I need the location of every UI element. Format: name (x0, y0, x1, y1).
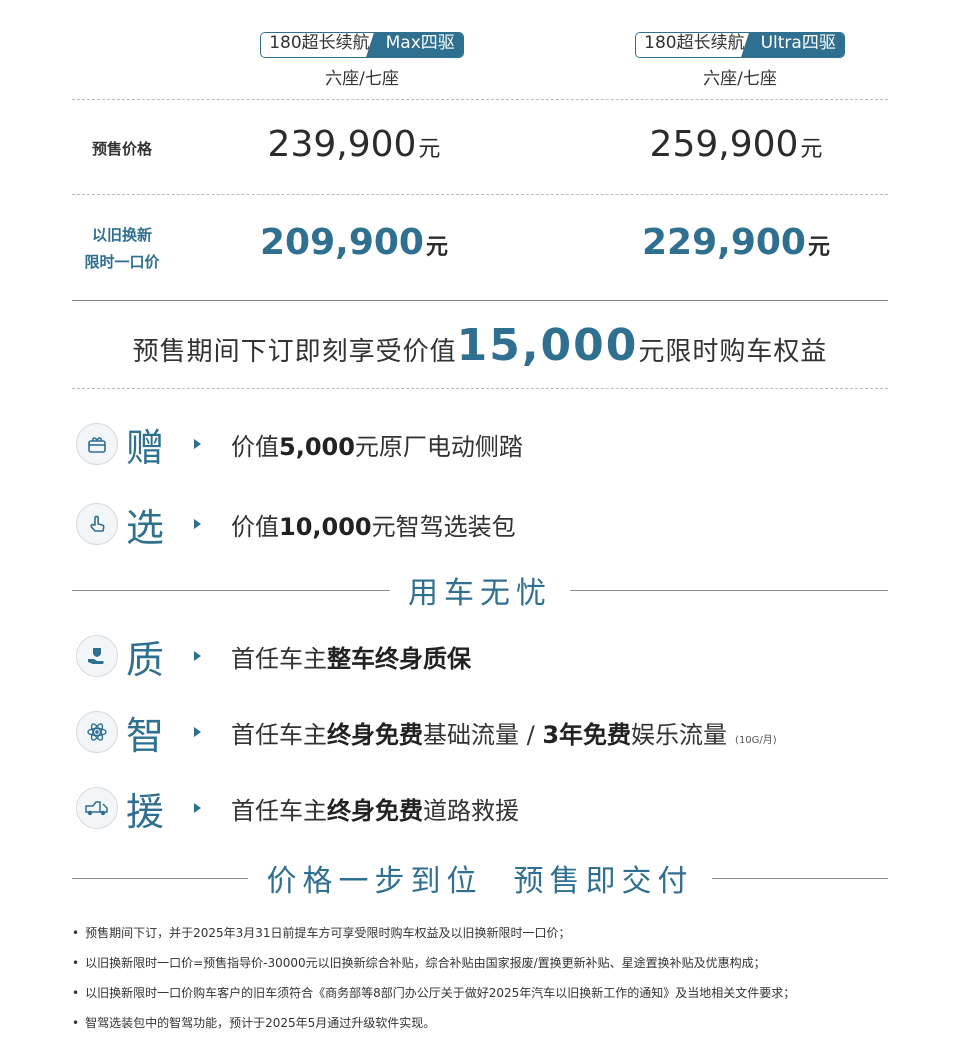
benefit-gift: 赠 价值5,000元原厂电动侧踏 (76, 422, 523, 470)
bullet-triangle-icon (194, 439, 201, 449)
benefit-char: 赠 (126, 425, 165, 470)
touch-hand-icon (76, 503, 118, 545)
range-label: 180超长续航 (261, 33, 376, 57)
benefit-quality: 质 首任车主整车终身质保 (76, 634, 471, 682)
divider (72, 388, 888, 389)
benefit-char: 援 (126, 789, 165, 834)
footnote: 智驾选装包中的智驾功能，预计于2025年5月通过升级软件实现。 (72, 1012, 902, 1042)
tradein-price-label: 以旧换新 限时一口价 (84, 226, 160, 271)
benefit-smart: 智 首任车主终身免费基础流量 / 3年免费娱乐流量 (10G/月) (76, 710, 777, 758)
footnote: 以旧换新限时一口价购车客户的旧车须符合《商务部等8部门办公厅关于做好2025年汽… (72, 982, 902, 1012)
trim-label: Max四驱 (385, 33, 455, 53)
column-header-max: 180超长续航 Max四驱 六座/七座 (242, 32, 482, 89)
divider (72, 194, 888, 195)
presale-price-ultra: 259,900元 (649, 124, 823, 165)
seats-label: 六座/七座 (703, 69, 777, 89)
divider (72, 300, 888, 301)
range-label: 180超长续航 (636, 33, 751, 57)
presale-price-max: 239,900元 (267, 124, 441, 165)
divider (72, 99, 888, 100)
section-title-worry-free: 用车无忧 (72, 568, 888, 612)
section-title-delivery: 价格一步到位 预售即交付 (72, 856, 889, 900)
atom-icon (76, 711, 118, 753)
bullet-triangle-icon (194, 803, 201, 813)
footnote: 以旧换新限时一口价=预售指导价-30000元以旧换新综合补贴，综合补贴由国家报废… (72, 952, 902, 982)
tradein-price-ultra: 229,900元 (642, 222, 830, 263)
tradein-price-max: 209,900元 (260, 222, 448, 263)
hand-shield-icon (76, 635, 118, 677)
trim-label: Ultra四驱 (760, 33, 836, 53)
benefit-select: 选 价值10,000元智驾选装包 (76, 502, 516, 550)
footnote: 预售期间下订，并于2025年3月31日前提车方可享受限时购车权益及以旧换新限时一… (72, 922, 902, 952)
seats-label: 六座/七座 (325, 69, 399, 89)
benefit-char: 质 (126, 637, 165, 682)
tow-truck-icon (76, 787, 118, 829)
trim-badge-max: 180超长续航 Max四驱 (260, 32, 464, 58)
bullet-triangle-icon (194, 727, 201, 737)
promo-banner: 预售期间下订即刻享受价值15,000元限时购车权益 (132, 320, 828, 371)
benefit-char: 智 (126, 713, 165, 758)
benefit-rescue: 援 首任车主终身免费道路救援 (76, 786, 519, 834)
benefit-text: 首任车主终身免费道路救援 (231, 796, 519, 825)
column-header-ultra: 180超长续航 Ultra四驱 六座/七座 (620, 32, 860, 89)
benefit-char: 选 (126, 505, 165, 550)
benefit-text: 首任车主整车终身质保 (231, 644, 471, 673)
bullet-triangle-icon (194, 651, 201, 661)
benefit-text: 价值5,000元原厂电动侧踏 (231, 432, 523, 461)
trim-badge-ultra: 180超长续航 Ultra四驱 (635, 32, 845, 58)
presale-price-label: 预售价格 (91, 140, 152, 158)
footnotes: 预售期间下订，并于2025年3月31日前提车方可享受限时购车权益及以旧换新限时一… (72, 922, 902, 1042)
gift-icon (76, 423, 118, 465)
benefit-text: 首任车主终身免费基础流量 / 3年免费娱乐流量 (10G/月) (231, 720, 777, 749)
benefit-text: 价值10,000元智驾选装包 (231, 512, 516, 541)
bullet-triangle-icon (194, 519, 201, 529)
